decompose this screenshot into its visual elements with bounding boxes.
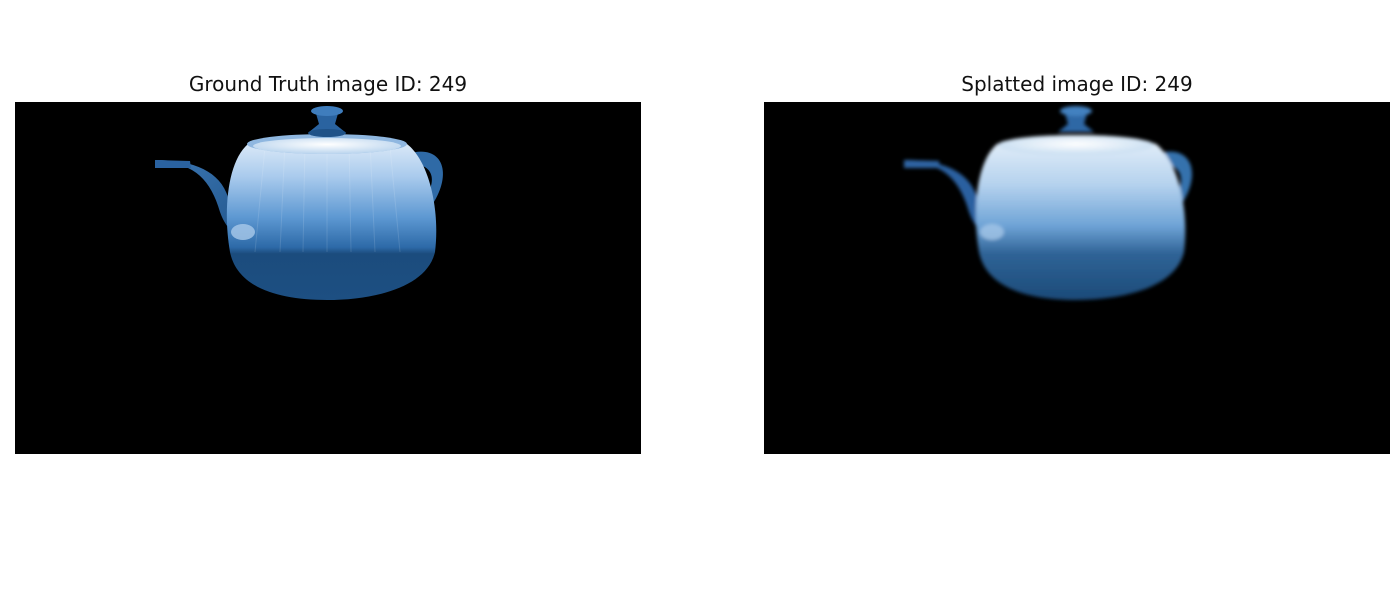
splatted-image: [764, 102, 1390, 454]
ground-truth-title: Ground Truth image ID: 249: [188, 72, 468, 96]
splatted-panel: Splatted image ID: 249: [764, 70, 1390, 454]
ground-truth-image: [15, 102, 641, 454]
teapot-render-splatted: [904, 106, 1193, 300]
splatted-title: Splatted image ID: 249: [961, 72, 1193, 96]
teapot-render-gt: [155, 106, 444, 300]
ground-truth-panel: Ground Truth image ID: 249: [15, 70, 641, 454]
